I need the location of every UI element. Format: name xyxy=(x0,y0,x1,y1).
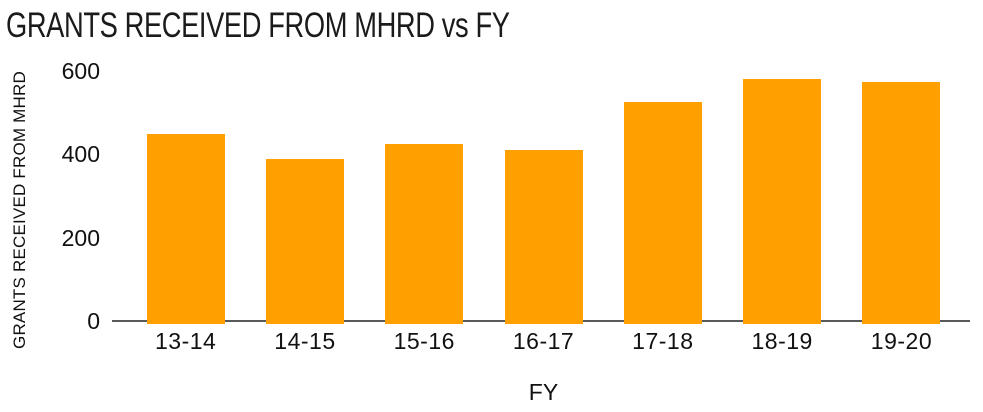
bar-15-16 xyxy=(385,143,464,324)
y-tick-label: 400 xyxy=(61,141,100,168)
bar-14-15 xyxy=(265,158,344,324)
y-axis-title: GRANTS RECEIVED FROM MHRD xyxy=(10,71,29,349)
bar-19-20 xyxy=(862,81,941,324)
bar-16-17 xyxy=(504,150,583,324)
x-tick-label: 17-18 xyxy=(632,328,694,354)
chart-title: GRANTS RECEIVED FROM MHRD vs FY xyxy=(6,6,510,45)
x-tick-label: 14-15 xyxy=(274,328,336,354)
bar-18-19 xyxy=(743,79,822,324)
bar-13-14 xyxy=(146,133,225,324)
x-tick-label: 15-16 xyxy=(393,328,455,354)
y-tick-label: 0 xyxy=(87,308,100,334)
y-tick-label: 600 xyxy=(61,58,100,85)
bar-17-18 xyxy=(623,102,702,324)
x-tick-label: 16-17 xyxy=(512,328,575,354)
x-tick-label: 19-20 xyxy=(870,328,933,354)
x-axis-title: FY xyxy=(528,379,559,405)
y-tick-label: 200 xyxy=(61,224,100,251)
x-tick-label: 13-14 xyxy=(154,328,217,354)
x-tick-label: 18-19 xyxy=(751,328,813,354)
